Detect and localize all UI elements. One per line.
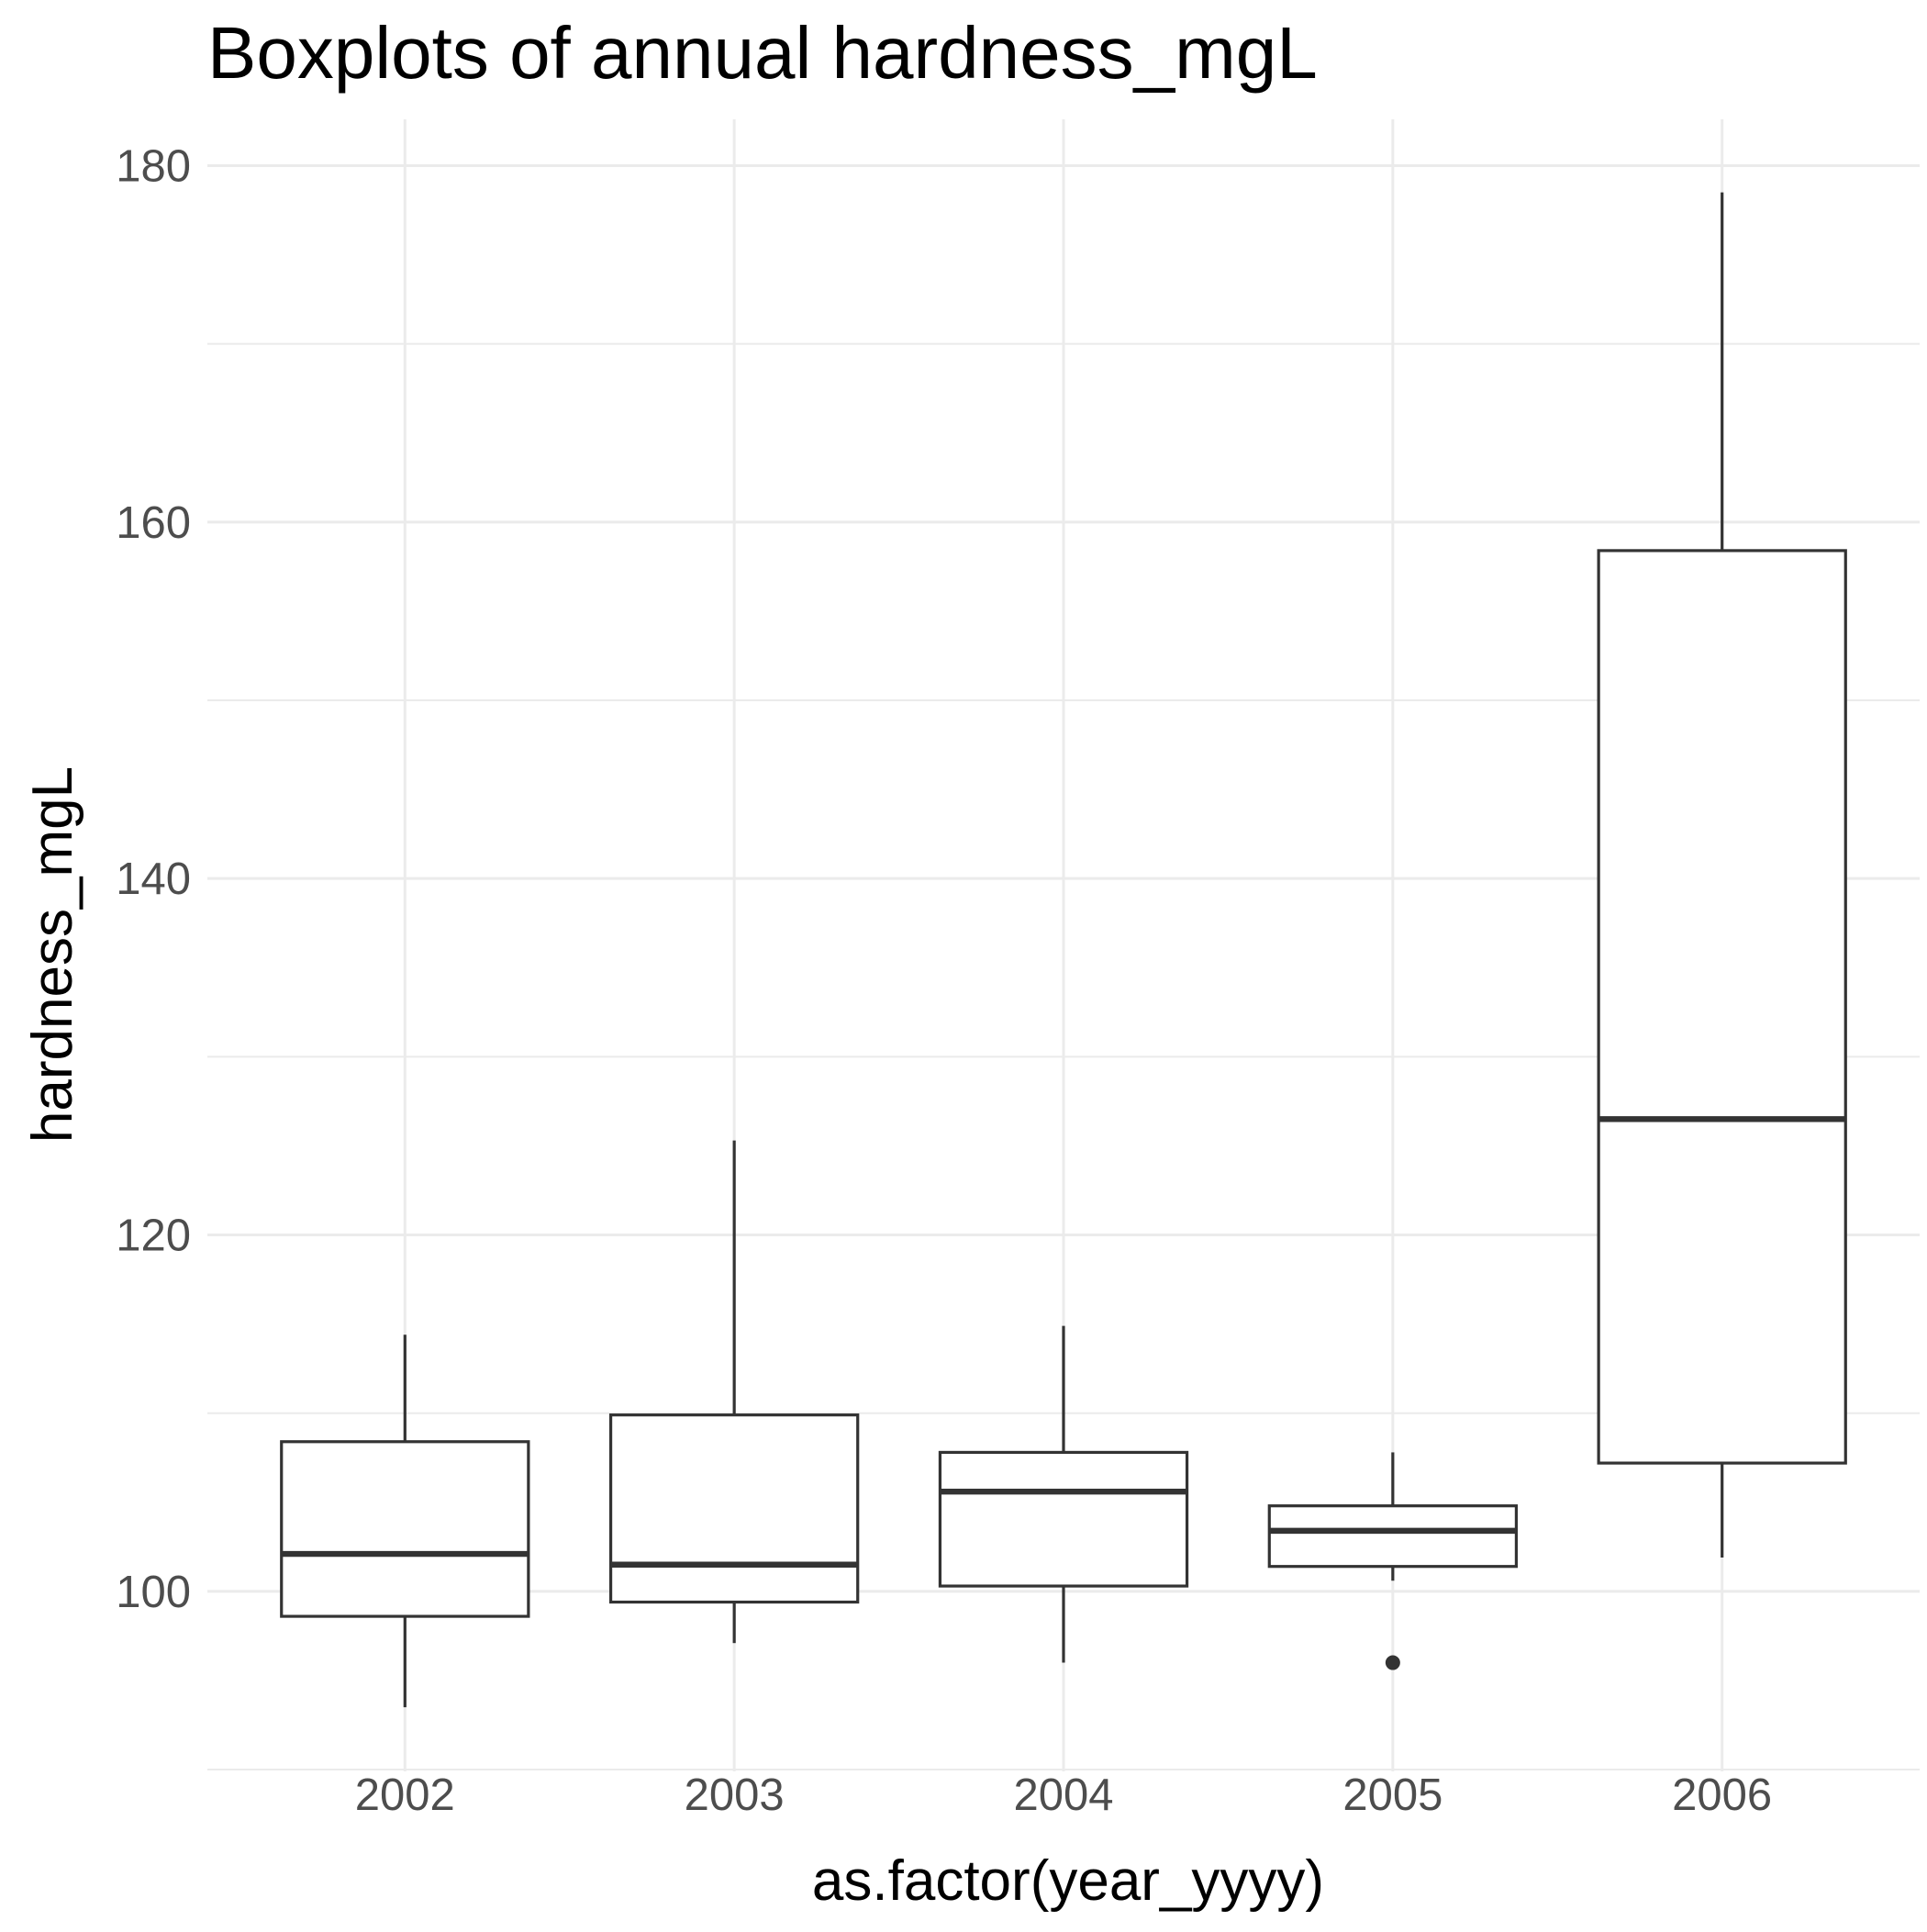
outlier-point [1385, 1655, 1400, 1670]
box-body [608, 1413, 860, 1604]
box-body [1597, 549, 1847, 1465]
x-tick-label: 2002 [355, 1770, 455, 1820]
box-body [1267, 1504, 1519, 1569]
x-tick-labels: 2002 2003 2004 2005 2006 [355, 1770, 1772, 1820]
x-tick-label: 2005 [1342, 1770, 1442, 1820]
box-2005 [1267, 1452, 1519, 1670]
y-tick-label: 160 [116, 498, 191, 548]
chart-title: Boxplots of annual hardness_mgL [207, 12, 1318, 94]
box-body [280, 1440, 530, 1618]
x-tick-label: 2006 [1672, 1770, 1772, 1820]
x-tick-label: 2003 [685, 1770, 785, 1820]
boxes-layer [280, 192, 1847, 1708]
box-2002 [280, 1335, 530, 1708]
x-axis-title: as.factor(year_yyyy) [812, 1849, 1324, 1913]
y-tick-label: 120 [116, 1212, 191, 1261]
y-tick-labels: 100 120 140 160 180 [116, 141, 191, 1616]
x-tick-label: 2004 [1013, 1770, 1113, 1820]
y-tick-label: 140 [116, 854, 191, 904]
box-2006 [1597, 192, 1847, 1558]
box-2003 [608, 1140, 860, 1644]
box-body [938, 1450, 1189, 1588]
y-axis-title: hardness_mgL [21, 766, 84, 1143]
y-tick-label: 180 [116, 141, 191, 191]
box-2004 [938, 1325, 1189, 1663]
y-tick-label: 100 [116, 1568, 191, 1617]
